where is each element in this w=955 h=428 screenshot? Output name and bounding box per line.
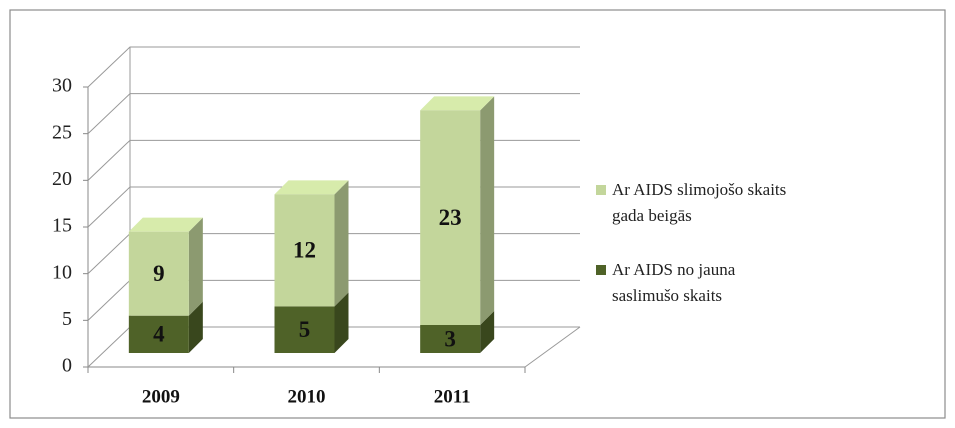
legend-swatch [596, 265, 606, 275]
data-label: 12 [293, 238, 316, 263]
y-tick-label: 15 [52, 215, 72, 237]
data-label: 23 [439, 205, 462, 230]
bar [274, 306, 335, 353]
x-tick-label: 2011 [434, 386, 471, 407]
legend-label: Ar AIDS no jauna saslimušo skaits [612, 260, 736, 305]
bar-side [188, 301, 203, 353]
bar-top [128, 217, 203, 232]
bar [128, 315, 189, 353]
data-label: 5 [299, 317, 311, 342]
bar-side [480, 96, 495, 325]
x-tick-label: 2009 [142, 386, 180, 407]
bar [420, 325, 481, 353]
y-tick-label: 25 [52, 121, 72, 143]
legend-swatch [596, 185, 606, 195]
bar-side [334, 292, 349, 353]
y-tick-label: 0 [62, 355, 72, 377]
x-tick-label: 2010 [288, 386, 326, 407]
legend-entry: Ar AIDS no jauna saslimušo skaits [596, 257, 796, 309]
bar [128, 231, 189, 316]
grid-line [87, 46, 580, 88]
y-tick-label: 5 [62, 308, 72, 330]
legend-entry: Ar AIDS slimojošo skaits gada beigās [596, 177, 796, 229]
legend-label: Ar AIDS slimojošo skaits gada beigās [612, 180, 787, 225]
bar [274, 194, 335, 307]
y-tick-label: 20 [52, 168, 72, 190]
y-tick-label: 30 [52, 75, 72, 97]
bar-top [420, 96, 495, 111]
bar-top [274, 180, 349, 195]
grid-line [87, 93, 580, 135]
bar-side [188, 217, 203, 316]
floor-right [524, 326, 581, 368]
data-label: 3 [444, 326, 456, 351]
y-tick-label: 10 [52, 261, 72, 283]
bar [420, 110, 481, 325]
bar-side [334, 180, 349, 307]
data-label: 4 [153, 322, 165, 347]
data-label: 9 [153, 261, 165, 286]
